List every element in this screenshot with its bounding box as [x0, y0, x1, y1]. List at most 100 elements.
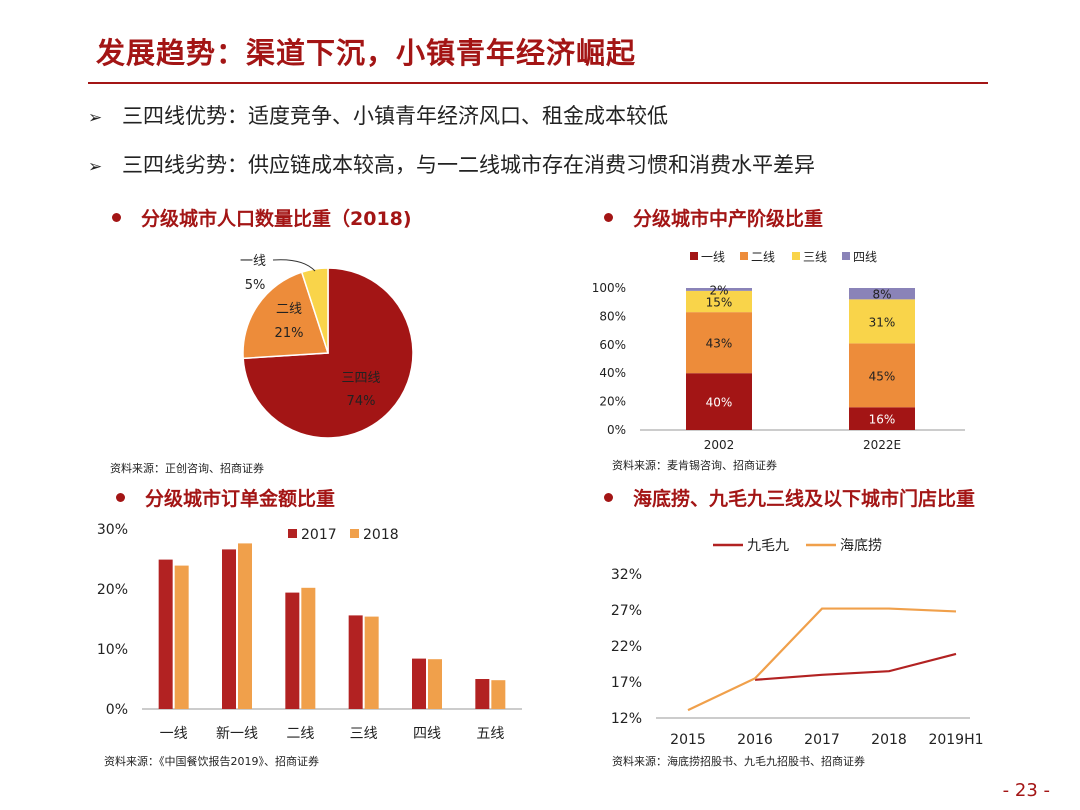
y-tick-label: 80%: [599, 309, 626, 323]
y-tick-label: 30%: [97, 522, 128, 538]
legend-swatch: [792, 252, 800, 260]
bar: [158, 559, 173, 709]
bullet-dot-icon: [116, 493, 125, 502]
bar: [301, 587, 316, 709]
y-tick-label: 40%: [599, 366, 626, 380]
bar-data-label: 2%: [709, 283, 728, 297]
x-tick-label: 五线: [476, 726, 504, 742]
legend-swatch: [690, 252, 698, 260]
bar: [222, 549, 236, 709]
pie-label: 三四线: [341, 371, 380, 386]
y-tick-label: 32%: [611, 567, 642, 583]
y-tick-label: 100%: [592, 281, 626, 295]
bullet-advantages: ➢ 三四线优势：适度竞争、小镇青年经济风口、租金成本较低: [88, 100, 668, 130]
pie-value-label: 21%: [275, 326, 304, 341]
bar: [238, 543, 252, 709]
line-chart: 九毛九 海底捞 12% 17% 22% 27% 32% 2015 2016 2017 2018 201…: [611, 538, 984, 748]
x-tick-label: 一线: [160, 726, 188, 742]
legend-label: 二线: [751, 250, 775, 264]
stacked-bar-segment: [849, 299, 915, 344]
bullet-text: 三四线劣势：供应链成本较高，与一二线城市存在消费习惯和消费水平差异: [122, 153, 815, 177]
x-tick-label: 2016: [737, 732, 773, 748]
pie-value-label: 74%: [347, 394, 376, 409]
bar: [428, 659, 442, 709]
lines-heading: 海底捞、九毛九三线及以下城市门店比重: [604, 484, 975, 511]
x-tick-label: 三线: [350, 726, 378, 742]
y-tick-label: 22%: [611, 639, 642, 655]
pie-label: 二线: [276, 302, 302, 317]
pie-slice: [242, 271, 330, 360]
x-tick-label: 四线: [413, 726, 441, 742]
stacked-bar-segment: [849, 343, 915, 408]
pie-label: 一线: [240, 254, 266, 269]
series-line: [687, 607, 957, 712]
y-tick-label: 10%: [97, 642, 128, 658]
legend-swatch: [288, 529, 297, 538]
legend-label: 九毛九: [747, 538, 789, 554]
stack-heading: 分级城市中产阶级比重: [604, 204, 823, 231]
bullet-dot-icon: [604, 493, 613, 502]
bar: [174, 565, 189, 709]
x-tick-label: 二线: [286, 726, 314, 742]
bar: [475, 679, 490, 709]
legend-label: 一线: [701, 250, 725, 264]
y-tick-label: 60%: [599, 338, 626, 352]
stack-source: 资料来源：麦肯锡咨询、招商证券: [612, 459, 777, 472]
bullet-text: 三四线优势：适度竞争、小镇青年经济风口、租金成本较低: [122, 104, 668, 128]
title-divider: [88, 82, 988, 84]
x-tick-label: 2002: [704, 438, 735, 452]
x-tick-label: 2019H1: [928, 732, 983, 748]
pie-value-label: 5%: [245, 278, 266, 293]
y-tick-label: 17%: [611, 675, 642, 691]
legend-label: 三线: [803, 250, 827, 264]
x-tick-label: 2022E: [863, 438, 901, 452]
bar-data-label: 8%: [872, 288, 891, 302]
legend-label: 海底捞: [840, 538, 882, 554]
y-tick-label: 27%: [611, 603, 642, 619]
bar: [348, 615, 363, 709]
legend-swatch: [740, 252, 748, 260]
pie-slice: [300, 267, 329, 354]
stacked-bar-segment: [686, 312, 752, 374]
grouped-bar-chart: 2017 2018 0% 10% 20% 30% 一线 新一线 二线 三线 四线 五线: [97, 522, 522, 742]
pie-chart: 三四线 74% 二线 21% 一线 5%: [240, 254, 414, 439]
bar: [285, 592, 300, 709]
y-tick-label: 0%: [607, 423, 626, 437]
bar-data-label: 15%: [706, 295, 733, 309]
legend-swatch: [842, 252, 850, 260]
bullet-dot-icon: [604, 213, 613, 222]
bar-data-label: 43%: [706, 337, 733, 351]
x-tick-label: 2015: [670, 732, 706, 748]
pie-source: 资料来源：正创咨询、招商证券: [110, 462, 264, 475]
bar-data-label: 16%: [869, 413, 896, 427]
x-tick-label: 2017: [804, 732, 840, 748]
y-tick-label: 0%: [106, 702, 128, 718]
x-tick-label: 2018: [871, 732, 907, 748]
page-title: 发展趋势：渠道下沉，小镇青年经济崛起: [96, 36, 637, 70]
bar: [491, 680, 506, 709]
stacked-bar-segment: [686, 373, 752, 430]
stacked-bar-segment: [849, 407, 915, 430]
stacked-bar-segment: [686, 288, 752, 291]
series-line: [754, 652, 957, 681]
legend-swatch: [350, 529, 359, 538]
bullet-disadvantages: ➢ 三四线劣势：供应链成本较高，与一二线城市存在消费习惯和消费水平差异: [88, 149, 815, 179]
y-tick-label: 12%: [611, 711, 642, 727]
bars-source: 资料来源：《中国餐饮报告2019》、招商证券: [104, 755, 319, 768]
bar-data-label: 45%: [869, 369, 896, 383]
legend-label: 四线: [853, 250, 877, 264]
legend-label: 2018: [363, 527, 399, 543]
bar-data-label: 40%: [706, 396, 733, 410]
x-tick-label: 新一线: [216, 726, 258, 742]
arrow-bullet-icon: ➢: [88, 108, 103, 128]
stacked-bar-segment: [686, 290, 752, 313]
y-tick-label: 20%: [599, 395, 626, 409]
bar-data-label: 31%: [869, 315, 896, 329]
y-tick-label: 20%: [97, 582, 128, 598]
bar: [364, 616, 379, 709]
legend-label: 2017: [301, 527, 337, 543]
arrow-bullet-icon: ➢: [88, 157, 103, 177]
page-number: - 23 -: [1002, 780, 1050, 801]
lines-source: 资料来源：海底捞招股书、九毛九招股书、招商证券: [612, 755, 865, 768]
bars-heading: 分级城市订单金额比重: [116, 484, 335, 511]
